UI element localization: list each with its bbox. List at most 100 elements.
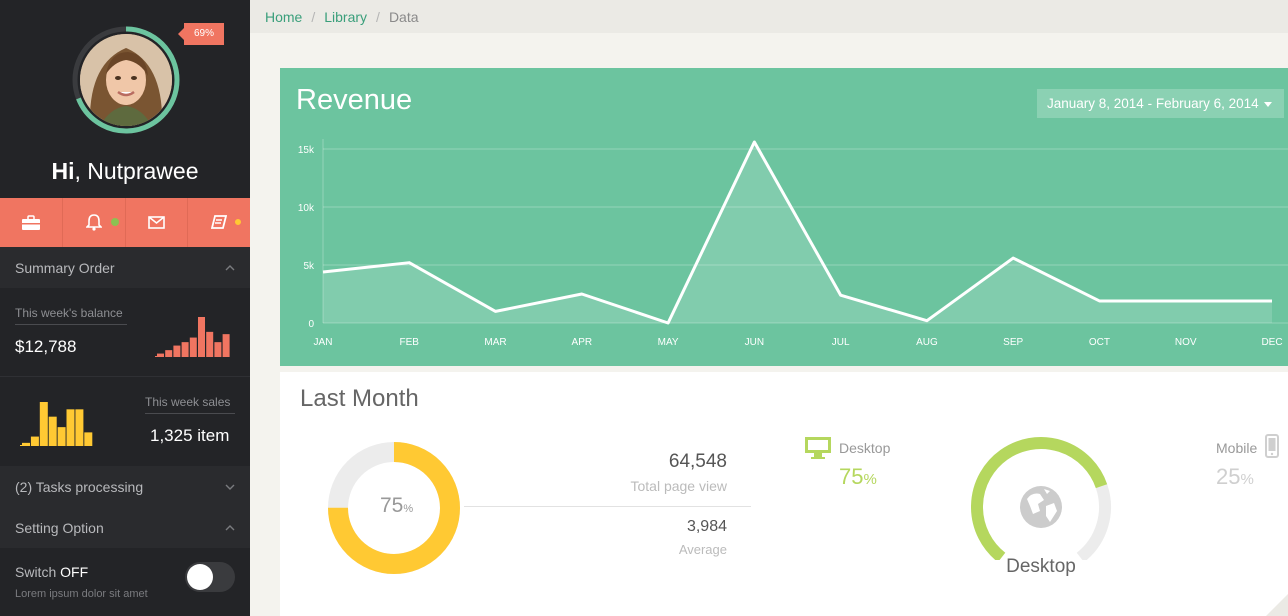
messages-button[interactable] xyxy=(126,198,242,247)
balance-sparkline xyxy=(155,317,230,357)
x-tick-label: JUL xyxy=(832,337,850,348)
average-value: 3,984 xyxy=(686,518,727,535)
breadcrumb-home[interactable]: Home xyxy=(265,8,303,25)
greeting: Hi, Nutprawee xyxy=(0,158,250,185)
sales-underline xyxy=(145,413,235,414)
donut-pct: 75 xyxy=(380,494,404,517)
sidebar: 69% Hi, Nutprawee Summary Order This wee… xyxy=(0,0,250,616)
breadcrumb-library[interactable]: Library xyxy=(324,8,368,25)
profile-progress-ring xyxy=(72,26,180,134)
summary-order-body: This week's balance $12,788 This week sa… xyxy=(0,288,250,466)
sales-label: This week sales xyxy=(145,395,231,409)
sparkline-bar xyxy=(66,409,75,446)
sparkline-bar xyxy=(30,436,39,446)
average-label: Average xyxy=(678,542,727,557)
donut-unit: % xyxy=(403,503,414,515)
sales-sparkline xyxy=(20,402,93,446)
resize-corner-icon xyxy=(1266,594,1288,616)
greeting-hi: Hi xyxy=(51,158,75,184)
x-tick-label: NOV xyxy=(1175,337,1197,348)
page-views-value: 64,548 xyxy=(668,451,727,472)
globe-icon xyxy=(1020,486,1062,528)
notifications-button[interactable] xyxy=(63,198,126,247)
quick-icon-bar xyxy=(0,198,250,247)
y-tick-label: 15k xyxy=(298,145,315,156)
desktop-icon xyxy=(805,437,831,459)
desktop-unit: % xyxy=(863,471,877,488)
mobile-percentage: 25% xyxy=(1216,464,1254,490)
sparkline-bar xyxy=(48,416,57,446)
tasks-header[interactable]: (2) Tasks processing xyxy=(0,466,250,507)
switch-description: Lorem ipsum dolor sit amet xyxy=(15,588,148,600)
breadcrumb-separator: / xyxy=(376,8,380,25)
chevron-down-icon xyxy=(225,484,235,490)
sparkline-bar xyxy=(165,350,173,357)
chevron-up-icon xyxy=(225,524,235,530)
sparkline-bar xyxy=(84,432,93,446)
envelope-icon xyxy=(148,216,165,229)
avatar[interactable] xyxy=(80,34,172,126)
revenue-panel: 0 5k 10k 15k JAN FEB MAR APR MAY JUN JUL AUG SEP OCT N… xyxy=(280,68,1288,366)
sales-value: 1,325 item xyxy=(150,426,230,445)
mobile-pct: 25 xyxy=(1216,464,1241,489)
book-button[interactable] xyxy=(188,198,250,247)
notification-dot xyxy=(110,218,119,226)
gauge-label: Desktop xyxy=(1006,556,1076,577)
x-tick-label: SEP xyxy=(1003,337,1023,348)
breadcrumb-separator: / xyxy=(311,8,316,25)
sparkline-bar xyxy=(157,353,164,357)
sparkline-bar xyxy=(39,402,48,446)
mobile-legend-label: Mobile xyxy=(1216,440,1258,456)
gauge-track xyxy=(1076,484,1111,560)
revenue-chart: 0 5k 10k 15k JAN FEB MAR APR MAY JUN JUL AUG SEP OCT N… xyxy=(298,139,1288,348)
x-tick-label: JUN xyxy=(745,337,764,348)
x-tick-label: DEC xyxy=(1261,337,1282,348)
x-tick-label: JAN xyxy=(314,337,333,348)
desktop-legend-label: Desktop xyxy=(839,440,891,456)
date-range-picker[interactable]: January 8, 2014 - February 6, 2014 xyxy=(1037,89,1284,118)
sparkline-bar xyxy=(22,442,30,446)
balance-underline xyxy=(15,324,127,325)
donut-percentage: 75% xyxy=(380,494,413,518)
setting-option-header[interactable]: Setting Option xyxy=(0,507,250,548)
revenue-area xyxy=(323,142,1272,323)
x-tick-label: APR xyxy=(572,337,593,348)
switch-label: Switch xyxy=(15,564,57,580)
switch-state: OFF xyxy=(60,564,89,580)
revenue-title: Revenue xyxy=(296,84,413,116)
sparkline-bar xyxy=(173,345,181,357)
breadcrumb: Home / Library / Data xyxy=(250,0,1288,33)
switch-label-row: Switch OFF xyxy=(15,564,88,580)
page-view-donut xyxy=(328,442,460,574)
summary-order-title: Summary Order xyxy=(15,259,115,276)
y-tick-label: 0 xyxy=(308,319,314,330)
sparkline-baseline xyxy=(20,445,23,446)
sparkline-baseline xyxy=(155,356,158,357)
x-tick-label: OCT xyxy=(1089,337,1110,348)
sparkline-bar xyxy=(206,331,214,357)
progress-badge: 69% xyxy=(178,23,224,45)
greeting-name: , Nutprawee xyxy=(74,158,199,184)
desktop-percentage: 75% xyxy=(839,464,877,490)
gauge-value-arc xyxy=(971,437,1108,560)
device-gauge xyxy=(971,437,1111,560)
sparkline-bar xyxy=(75,409,84,446)
sparkline-bar xyxy=(181,342,189,357)
sparkline-bar xyxy=(198,317,205,357)
sparkline-bar xyxy=(57,427,66,446)
x-tick-label: MAR xyxy=(484,337,506,348)
y-tick-label: 5k xyxy=(303,261,315,272)
summary-divider xyxy=(0,376,250,377)
summary-order-header[interactable]: Summary Order xyxy=(0,247,250,288)
x-tick-label: MAY xyxy=(658,337,679,348)
switch-toggle[interactable] xyxy=(185,562,235,592)
setting-option-body: Switch OFF Lorem ipsum dolor sit amet xyxy=(0,548,250,616)
profile-panel: 69% Hi, Nutprawee xyxy=(0,0,250,198)
sparkline-bar xyxy=(189,337,197,357)
switch-knob xyxy=(187,564,213,590)
setting-option-title: Setting Option xyxy=(15,519,104,536)
briefcase-button[interactable] xyxy=(0,198,63,247)
y-tick-label: 10k xyxy=(298,203,315,214)
x-tick-label: FEB xyxy=(400,337,420,348)
desktop-pct: 75 xyxy=(839,464,864,489)
